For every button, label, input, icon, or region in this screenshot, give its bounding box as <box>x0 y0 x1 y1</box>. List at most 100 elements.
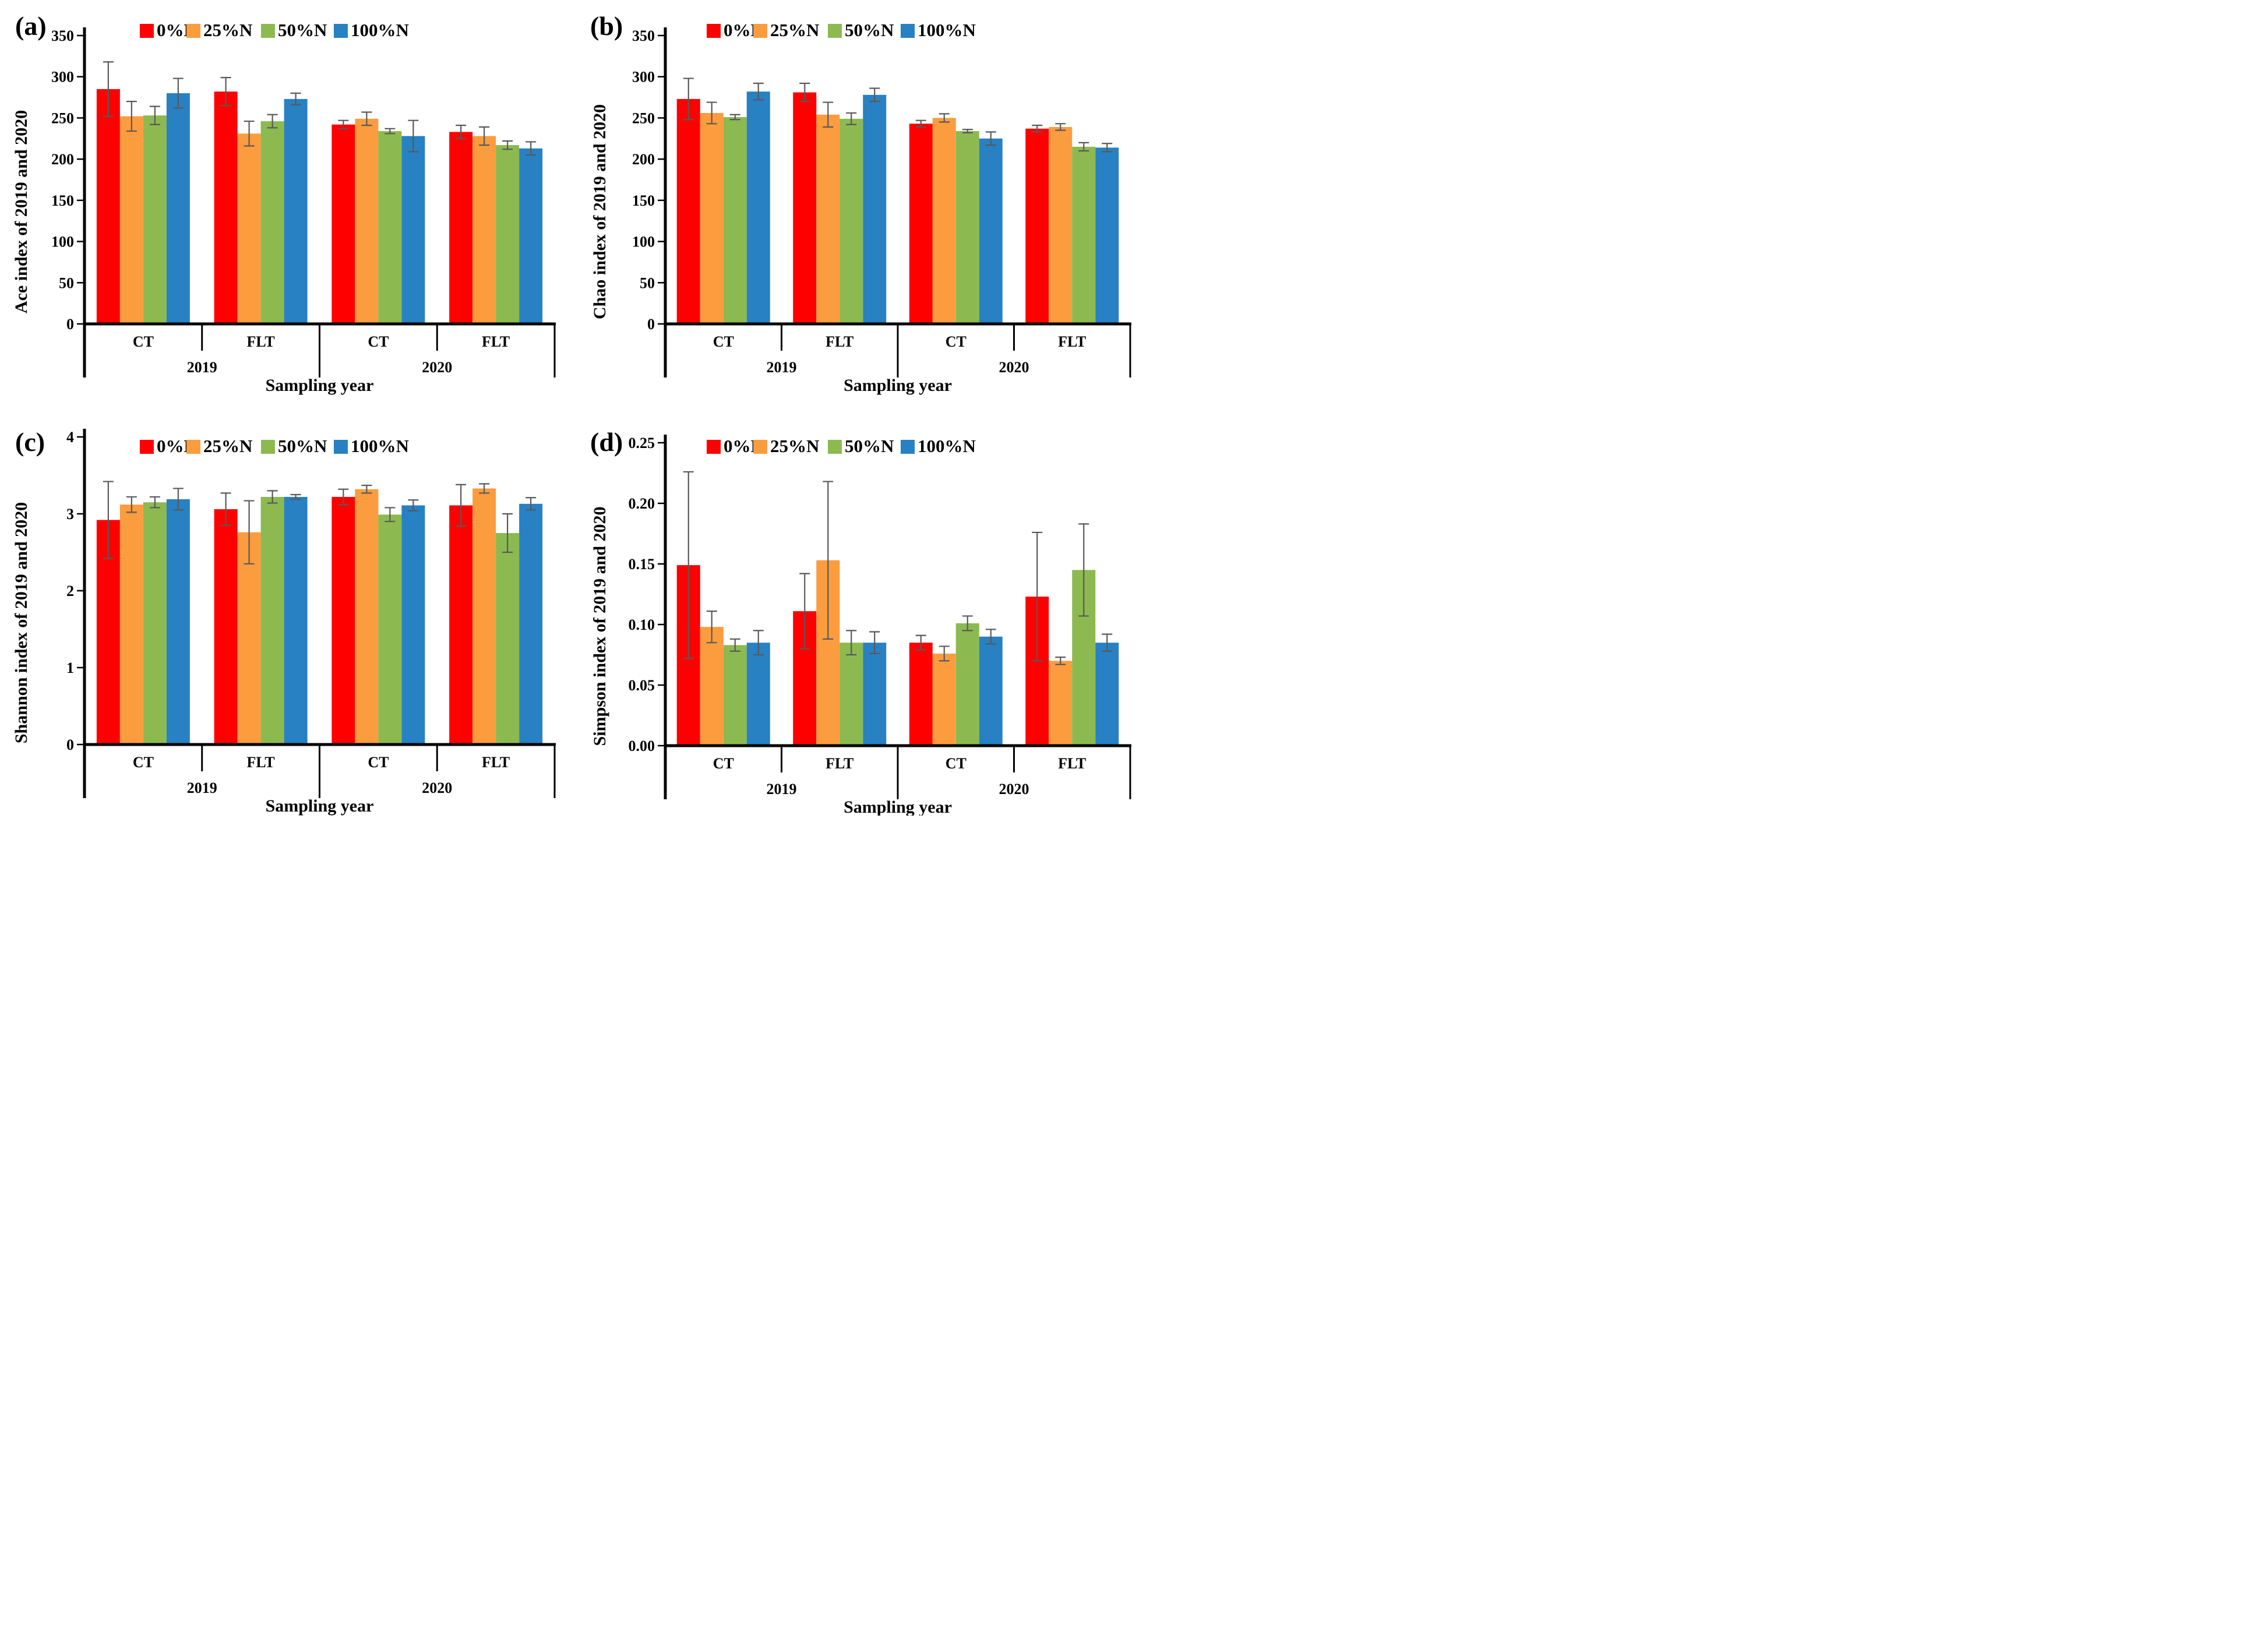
y-tick-label: 0.25 <box>629 435 655 451</box>
y-tick-label: 250 <box>632 110 655 126</box>
bar <box>746 91 770 324</box>
group-label: CT <box>133 754 154 771</box>
bar <box>214 91 238 324</box>
bar <box>284 98 308 324</box>
axis-title-x: Sampling year <box>844 376 952 395</box>
y-tick-label: 0.10 <box>629 616 655 633</box>
year-label: 2019 <box>767 781 797 798</box>
panel-d: (d) 0%N 25%N 50%N 100%N Simpson index of 2019… <box>567 408 1134 816</box>
y-tick-label: 3 <box>66 506 74 523</box>
bar <box>840 643 863 746</box>
bar <box>1095 643 1119 746</box>
legend-swatch <box>140 440 154 454</box>
year-label: 2020 <box>999 359 1029 376</box>
bar <box>355 489 379 745</box>
axis-title-y: Simpson index of 2019 and 2020 <box>590 507 609 746</box>
bar <box>378 131 402 324</box>
y-tick-label: 50 <box>640 274 655 291</box>
bar <box>863 94 887 324</box>
year-label: 2019 <box>767 359 797 376</box>
group-label: CT <box>946 333 967 350</box>
panel-letter: (b) <box>590 11 623 41</box>
axis-title-x: Sampling year <box>844 798 952 816</box>
y-tick-label: 150 <box>632 192 655 209</box>
bar <box>143 115 167 324</box>
y-tick-label: 0 <box>66 316 74 333</box>
y-tick-label: 250 <box>51 110 74 126</box>
y-tick-label: 4 <box>66 429 74 446</box>
bar <box>401 136 425 324</box>
legend-swatch <box>753 24 767 38</box>
year-label: 2019 <box>187 779 217 796</box>
bar <box>1072 146 1096 324</box>
bar <box>472 136 496 324</box>
panel-letter: (c) <box>15 427 45 457</box>
bar <box>519 148 543 324</box>
y-tick-label: 0 <box>647 316 655 333</box>
bar <box>449 132 473 324</box>
group-label: CT <box>713 333 734 350</box>
panel-letter: (a) <box>15 11 47 41</box>
bar <box>909 643 933 746</box>
y-tick-label: 1 <box>66 659 74 676</box>
bar <box>237 133 261 324</box>
legend-swatch <box>334 24 348 38</box>
legend-label: 50%N <box>845 436 894 456</box>
legend-swatch <box>140 24 154 38</box>
group-label: FLT <box>482 754 510 771</box>
legend-swatch <box>828 24 842 38</box>
bar <box>979 636 1003 746</box>
y-tick-label: 50 <box>59 274 74 291</box>
axis-title-x: Sampling year <box>266 796 374 816</box>
bar <box>723 117 747 324</box>
bar <box>909 124 933 324</box>
y-tick-label: 200 <box>632 151 655 168</box>
bar <box>932 653 956 746</box>
group-label: CT <box>133 333 154 350</box>
legend-swatch <box>901 24 915 38</box>
bar <box>676 98 700 324</box>
group-label: FLT <box>826 333 853 350</box>
legend-swatch <box>828 440 842 454</box>
year-label: 2019 <box>187 359 217 376</box>
year-label: 2020 <box>999 781 1029 798</box>
y-tick-label: 2 <box>66 583 74 599</box>
bar <box>979 138 1003 324</box>
y-tick-label: 0.20 <box>629 495 655 512</box>
y-tick-label: 150 <box>51 192 74 209</box>
bar <box>840 118 863 324</box>
year-label: 2020 <box>422 359 452 376</box>
group-label: CT <box>713 755 734 772</box>
year-label: 2020 <box>422 779 452 796</box>
legend-label: 25%N <box>770 436 819 456</box>
group-label: FLT <box>826 755 853 772</box>
y-tick-label: 350 <box>51 27 74 44</box>
legend-swatch <box>186 440 200 454</box>
y-tick-label: 0.05 <box>629 677 655 694</box>
bar <box>1025 128 1049 324</box>
group-label: FLT <box>1058 333 1086 350</box>
bar <box>816 114 840 324</box>
bar <box>143 502 167 745</box>
panel-c: (c) 0%N 25%N 50%N 100%N Shannon index of 2019… <box>0 408 567 816</box>
panel-b: (b) 0%N 25%N 50%N 100%N Chao index of 2019 an… <box>567 0 1134 408</box>
panel-a: (a) 0%N 25%N 50%N 100%N Ace index of 2019 and… <box>0 0 567 408</box>
legend-swatch <box>261 440 275 454</box>
y-tick-label: 200 <box>51 151 74 168</box>
bar <box>449 505 473 745</box>
legend-label: 100%N <box>918 20 976 40</box>
bar <box>331 124 355 324</box>
y-tick-label: 100 <box>51 234 74 251</box>
bar <box>119 504 143 745</box>
bar <box>1049 126 1073 324</box>
bar <box>955 131 979 324</box>
bar <box>793 92 817 324</box>
legend-swatch <box>707 24 721 38</box>
bar <box>700 627 724 746</box>
legend-swatch <box>753 440 767 454</box>
legend-label: 25%N <box>203 436 252 456</box>
legend-label: 25%N <box>770 20 819 40</box>
